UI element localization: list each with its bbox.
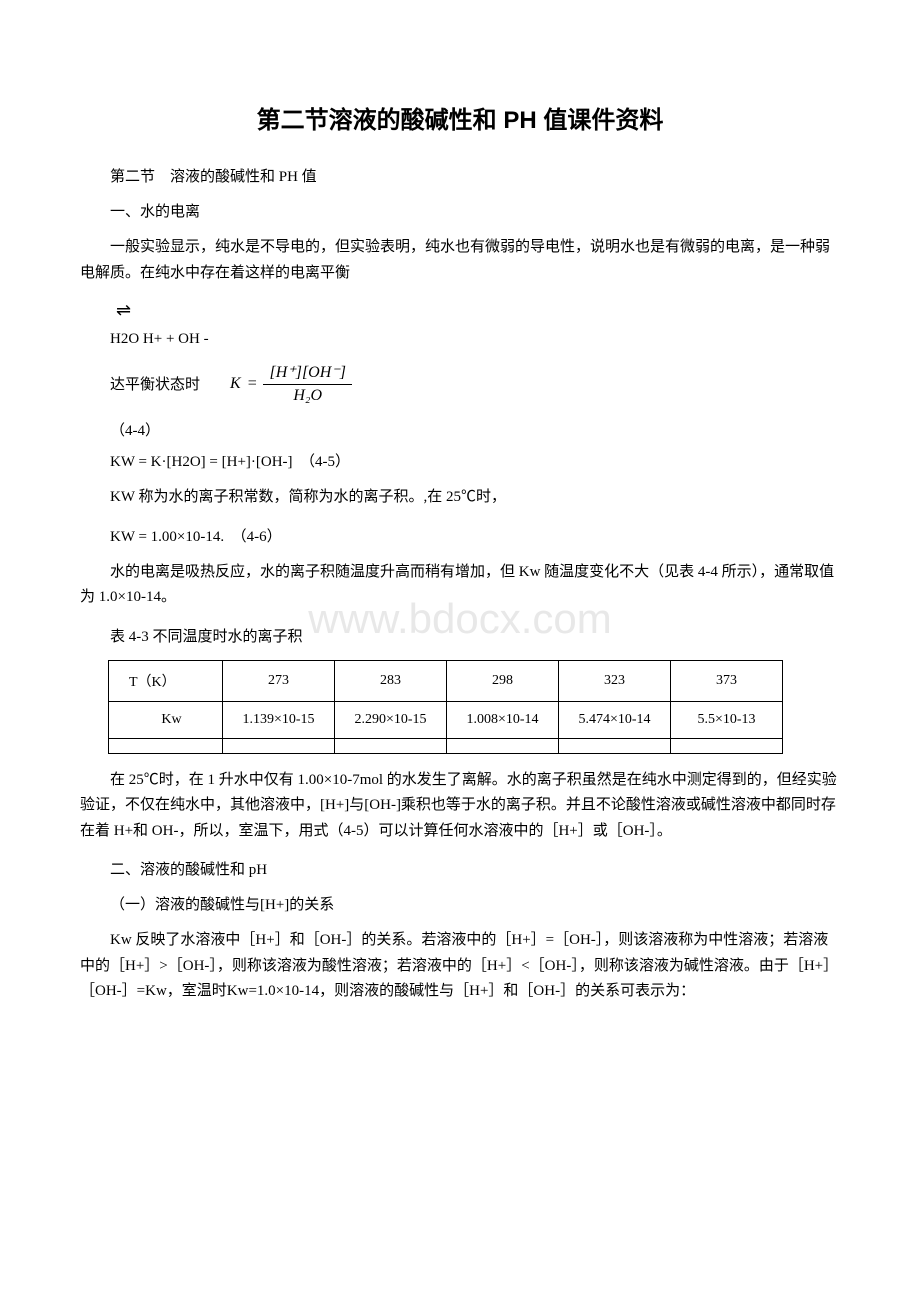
document-page: 第二节溶液的酸碱性和 PH 值课件资料 第二节 溶液的酸碱性和 PH 值 一、水…	[0, 0, 920, 1079]
table-header-4: 323	[559, 660, 671, 701]
table-header-3: 298	[447, 660, 559, 701]
paragraph-1: 一般实验显示，纯水是不导电的，但实验表明，纯水也有微弱的导电性，说明水也是有微弱…	[80, 235, 840, 286]
equation-4-5: KW = K·[H2O] = [H+]·[OH-] （4-5）	[110, 450, 840, 471]
paragraph-3: 水的电离是吸热反应，水的离子积随温度升高而稍有增加，但 Kw 随温度变化不大（见…	[80, 560, 840, 611]
formula-K: K	[230, 375, 241, 393]
table-empty-row	[109, 738, 783, 753]
table-caption: 表 4-3 不同温度时水的离子积	[80, 625, 840, 646]
equation-4-6: KW = 1.00×10-14. （4-6）	[110, 525, 840, 546]
ion-product-table: T（K） 273 283 298 323 373 Kw 1.139×10-15 …	[108, 660, 783, 754]
paragraph-4: 在 25℃时，在 1 升水中仅有 1.00×10-7mol 的水发生了离解。水的…	[80, 768, 840, 845]
table-header-0: T（K）	[109, 660, 223, 701]
equilibrium-arrow: ⇌	[116, 300, 840, 321]
table-cell-4: 5.474×10-14	[559, 701, 671, 738]
formula-numerator: [H⁺][OH⁻]	[263, 362, 351, 385]
table-header-5: 373	[671, 660, 783, 701]
section-1-heading: 一、水的电离	[80, 200, 840, 221]
subtitle: 第二节 溶液的酸碱性和 PH 值	[80, 165, 840, 186]
paragraph-2: KW 称为水的离子积常数，简称为水的离子积。,在 25℃时，	[80, 485, 840, 511]
section-2-subheading: （一）溶液的酸碱性与[H+]的关系	[80, 893, 840, 914]
equation-dissociation: H2O H+ + OH -	[110, 331, 840, 348]
table-header-2: 283	[335, 660, 447, 701]
table-header-1: 273	[223, 660, 335, 701]
equation-ref-4-4: （4-4）	[110, 419, 840, 440]
table-cell-5: 5.5×10-13	[671, 701, 783, 738]
section-2-heading: 二、溶液的酸碱性和 pH	[80, 858, 840, 879]
table-cell-1: 1.139×10-15	[223, 701, 335, 738]
equilibrium-formula-row: 达平衡状态时 K = [H⁺][OH⁻] H₂O	[80, 362, 840, 405]
document-title: 第二节溶液的酸碱性和 PH 值课件资料	[80, 100, 840, 135]
table-header-row: T（K） 273 283 298 323 373	[109, 660, 783, 701]
table-cell-3: 1.008×10-14	[447, 701, 559, 738]
formula-equals: =	[247, 375, 258, 393]
formula-label: 达平衡状态时	[80, 373, 200, 394]
paragraph-5: Kw 反映了水溶液中［H+］和［OH-］的关系。若溶液中的［H+］=［OH-］，…	[80, 928, 840, 1005]
formula-denominator: H₂O	[287, 385, 328, 405]
table-cell-0: Kw	[109, 701, 223, 738]
table-data-row: Kw 1.139×10-15 2.290×10-15 1.008×10-14 5…	[109, 701, 783, 738]
formula-fraction: [H⁺][OH⁻] H₂O	[263, 362, 351, 405]
table-cell-2: 2.290×10-15	[335, 701, 447, 738]
